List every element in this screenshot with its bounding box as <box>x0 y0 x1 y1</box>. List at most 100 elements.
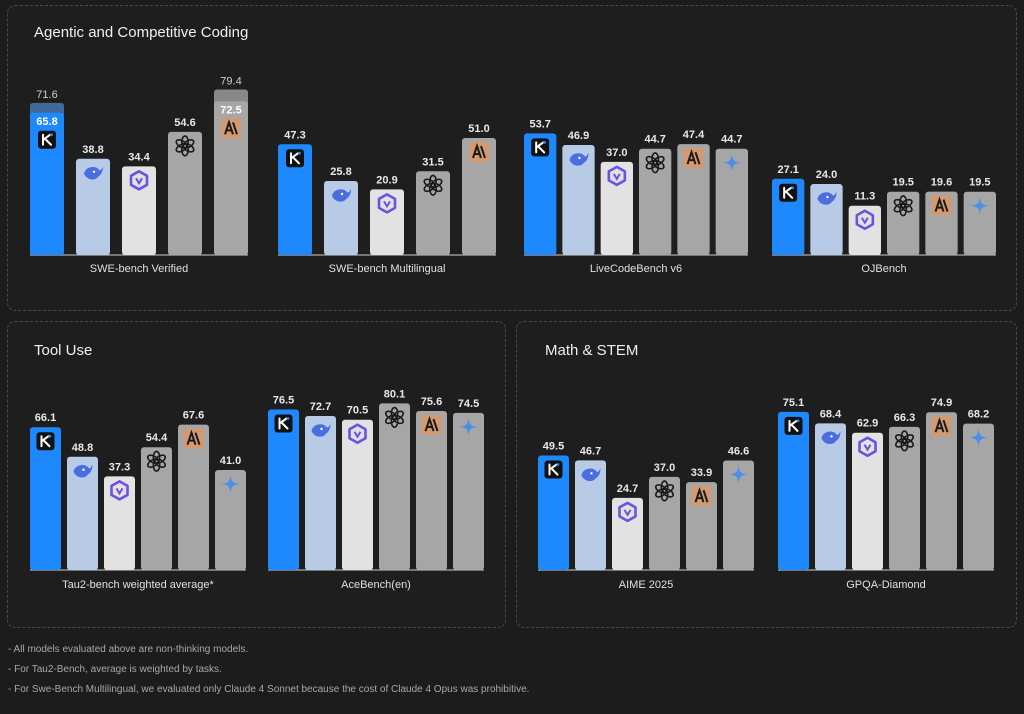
chart-svg: 76.5 72.7 70.5 80.1 75.6 74.5 <box>268 388 484 571</box>
qwen-logo-icon <box>607 165 627 187</box>
anthropic-logo-icon <box>421 415 442 436</box>
chart-tau2-bench: 66.1 48.8 37.3 54.4 67.6 41.0 Tau2-bench weig… <box>30 375 246 595</box>
chart-title: GPQA-Diamond <box>846 579 926 591</box>
bar <box>852 432 883 570</box>
bar-group: 24.0 <box>810 169 843 255</box>
bar-group: 68.4 <box>815 408 846 570</box>
bar-group: 37.3 <box>104 461 135 570</box>
bar-group: 37.0 <box>649 462 680 570</box>
bar-value-label: 72.5 <box>220 104 241 116</box>
anthropic-logo-icon <box>931 416 952 437</box>
openai-logo-icon <box>894 430 915 452</box>
chart-svg: 49.5 46.7 24.7 37.0 33.9 46.6 <box>538 441 754 571</box>
chart-svg: 71.6 65.8 38.8 34.4 54.6 79.4 72.5 <box>30 76 248 256</box>
footnote: - For Tau2-Bench, average is weighted by… <box>8 664 222 675</box>
qwen-logo-icon <box>348 423 367 445</box>
chart-title: LiveCodeBench v6 <box>589 263 683 275</box>
bar <box>278 144 312 255</box>
bar-group: 80.1 <box>379 388 410 570</box>
bar-group: 79.4 72.5 <box>214 76 248 255</box>
bar <box>30 427 61 570</box>
bar-value-label: 19.6 <box>931 177 952 189</box>
bar-value-label: 47.4 <box>683 129 705 141</box>
bar-group: 72.7 <box>305 401 336 570</box>
bar-group: 70.5 <box>342 405 373 570</box>
footnote: - For Swe-Bench Multilingual, we evaluat… <box>8 684 530 695</box>
bar-group: 41.0 <box>215 455 246 570</box>
chart-title: AIME 2025 <box>618 579 674 591</box>
bar <box>67 456 98 570</box>
deepseek-whale-icon <box>311 423 331 437</box>
chart-ojbench: 27.1 24.0 11.3 19.5 19.6 19.5 OJBench <box>772 60 996 280</box>
bar-value-label: 34.4 <box>128 151 150 163</box>
qwen-logo-icon <box>377 193 397 214</box>
bar-value-label: 44.7 <box>644 134 665 146</box>
footnote: - All models evaluated above are non-thi… <box>8 644 249 655</box>
bar-group: 19.5 <box>963 177 996 255</box>
anthropic-logo-icon <box>469 142 489 162</box>
bar-value-label: 20.9 <box>376 174 397 186</box>
bar-group: 49.5 <box>538 441 569 570</box>
gemini-star-icon <box>729 465 748 484</box>
bar <box>30 112 64 255</box>
kimi-k-logo-icon <box>274 414 293 433</box>
chart-title: Tau2-bench weighted average* <box>62 579 214 591</box>
bar-group: 31.5 <box>416 156 450 255</box>
chart-title: SWE-bench Verified <box>89 263 189 275</box>
bar <box>848 205 881 255</box>
bar-group: 62.9 <box>852 418 883 570</box>
bar-group: 66.1 <box>30 412 61 570</box>
bar-group: 34.4 <box>122 151 156 255</box>
bar-value-label: 44.7 <box>721 134 742 146</box>
anthropic-logo-icon <box>691 486 712 507</box>
bar <box>562 144 595 255</box>
bar-value-label: 76.5 <box>273 395 294 407</box>
gemini-star-icon <box>722 153 741 172</box>
bar-group: 47.3 <box>278 129 312 255</box>
qwen-logo-icon <box>858 436 877 457</box>
bar-group: 75.1 <box>778 397 809 570</box>
bar-value-label: 75.1 <box>783 397 804 409</box>
chart-svg: 75.1 68.4 62.9 66.3 74.9 68.2 <box>778 397 994 571</box>
bar-group: 20.9 <box>370 174 404 255</box>
bar-value-label: 25.8 <box>330 166 351 178</box>
bar <box>370 189 404 255</box>
bar-group: 54.6 <box>168 117 202 255</box>
bar <box>723 460 754 570</box>
deepseek-whale-icon <box>569 152 589 166</box>
bar <box>462 138 496 255</box>
bar <box>600 161 633 255</box>
bar-value-label: 66.1 <box>35 412 56 424</box>
bar-group: 66.3 <box>889 412 920 570</box>
kimi-k-logo-icon <box>38 130 56 149</box>
kimi-k-logo-icon <box>544 460 563 479</box>
chart-svg: 53.7 46.9 37.0 44.7 47.4 44.7 <box>524 118 748 256</box>
bar-value-label: 38.8 <box>82 144 103 156</box>
bar-value-label: 65.8 <box>36 116 57 128</box>
bar-value-label: 74.9 <box>931 397 952 409</box>
bar <box>416 171 450 255</box>
kimi-k-logo-icon <box>784 416 803 435</box>
bar <box>215 470 246 570</box>
bar <box>575 460 606 570</box>
chart-livecodebench-v6: 53.7 46.9 37.0 44.7 47.4 44.7 LiveCodeBench v… <box>524 60 748 280</box>
bar-group: 27.1 <box>772 164 805 255</box>
openai-logo-icon <box>175 135 195 157</box>
gemini-star-icon <box>221 475 240 494</box>
deepseek-whale-icon <box>817 192 837 205</box>
openai-logo-icon <box>146 450 167 472</box>
bar-group: 38.8 <box>76 144 110 255</box>
bar-value-label: 68.4 <box>820 408 842 420</box>
chart-swe-bench-multilingual: 47.3 25.8 20.9 31.5 51.0 SWE-bench Multiling… <box>278 60 496 280</box>
bar-group: 33.9 <box>686 467 717 570</box>
bar-group: 53.7 <box>524 118 557 255</box>
bar-value-label: 66.3 <box>894 412 915 424</box>
bar-group: 46.9 <box>562 130 595 255</box>
bar-value-label: 46.9 <box>568 130 589 142</box>
kimi-k-logo-icon <box>531 138 550 157</box>
openai-logo-icon <box>423 174 443 196</box>
deepseek-whale-icon <box>84 166 103 180</box>
bar-value-label: 80.1 <box>384 388 405 400</box>
bar <box>416 411 447 570</box>
deepseek-whale-icon <box>332 188 351 202</box>
